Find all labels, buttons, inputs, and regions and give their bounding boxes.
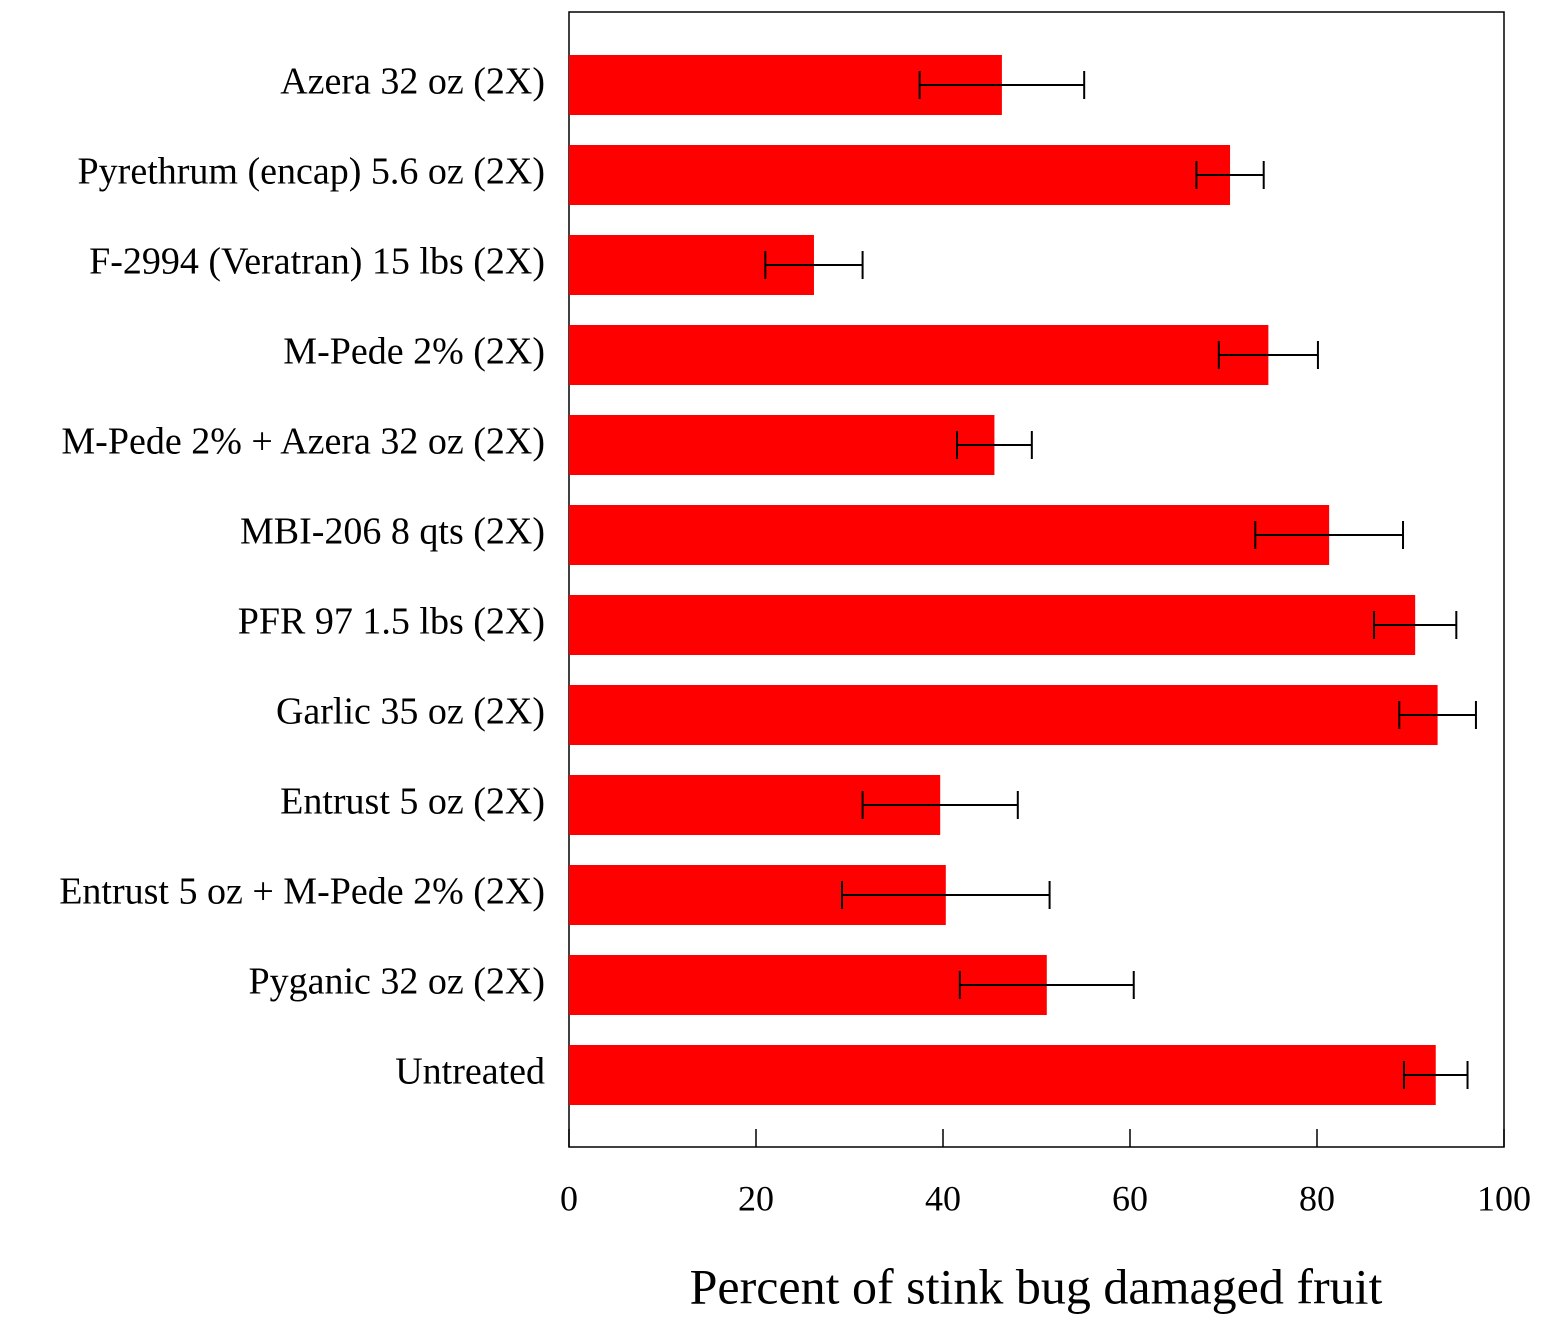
y-tick-label: MBI-206 8 qts (2X)	[240, 511, 545, 553]
y-tick-label: Garlic 35 oz (2X)	[276, 691, 545, 733]
error-bar	[1254, 521, 1405, 549]
y-tick-label: PFR 97 1.5 lbs (2X)	[238, 601, 545, 643]
bar	[569, 1045, 1436, 1105]
x-tick-label: 0	[560, 1178, 578, 1218]
x-tick-label: 100	[1477, 1178, 1531, 1218]
x-tick-label: 60	[1112, 1178, 1148, 1218]
y-tick-label: M-Pede 2% + Azera 32 oz (2X)	[61, 421, 545, 463]
bar	[569, 505, 1330, 565]
y-tick-label: Pyganic 32 oz (2X)	[248, 961, 545, 1003]
error-bar	[1217, 341, 1319, 369]
x-tick-label: 80	[1299, 1178, 1335, 1218]
error-bar	[956, 431, 1033, 459]
y-tick-label: M-Pede 2% (2X)	[283, 331, 545, 373]
y-tick-label: Untreated	[395, 1051, 545, 1093]
x-tick-label: 40	[925, 1178, 961, 1218]
x-axis-label: Percent of stink bug damaged fruit	[690, 1258, 1383, 1314]
bar	[569, 145, 1231, 205]
error-bar	[1398, 701, 1477, 729]
bar	[569, 415, 995, 475]
x-tick-label: 20	[738, 1178, 774, 1218]
y-tick-label: Entrust 5 oz + M-Pede 2% (2X)	[59, 871, 545, 913]
error-bar	[1195, 161, 1265, 189]
bar	[569, 325, 1269, 385]
y-tick-label: Azera 32 oz (2X)	[280, 61, 545, 103]
error-bar	[918, 71, 1086, 99]
y-tick-label: Entrust 5 oz (2X)	[280, 781, 545, 823]
bar	[569, 595, 1416, 655]
y-tick-label: F-2994 (Veratran) 15 lbs (2X)	[89, 241, 545, 283]
error-bar	[764, 251, 864, 279]
y-tick-label: Pyrethrum (encap) 5.6 oz (2X)	[78, 151, 545, 193]
plot-frame	[568, 11, 1505, 1148]
error-bar	[1373, 611, 1458, 639]
error-bar	[958, 971, 1135, 999]
error-bar	[841, 881, 1051, 909]
error-bar	[861, 791, 1019, 819]
error-bar	[1402, 1061, 1469, 1089]
bar	[569, 685, 1438, 745]
